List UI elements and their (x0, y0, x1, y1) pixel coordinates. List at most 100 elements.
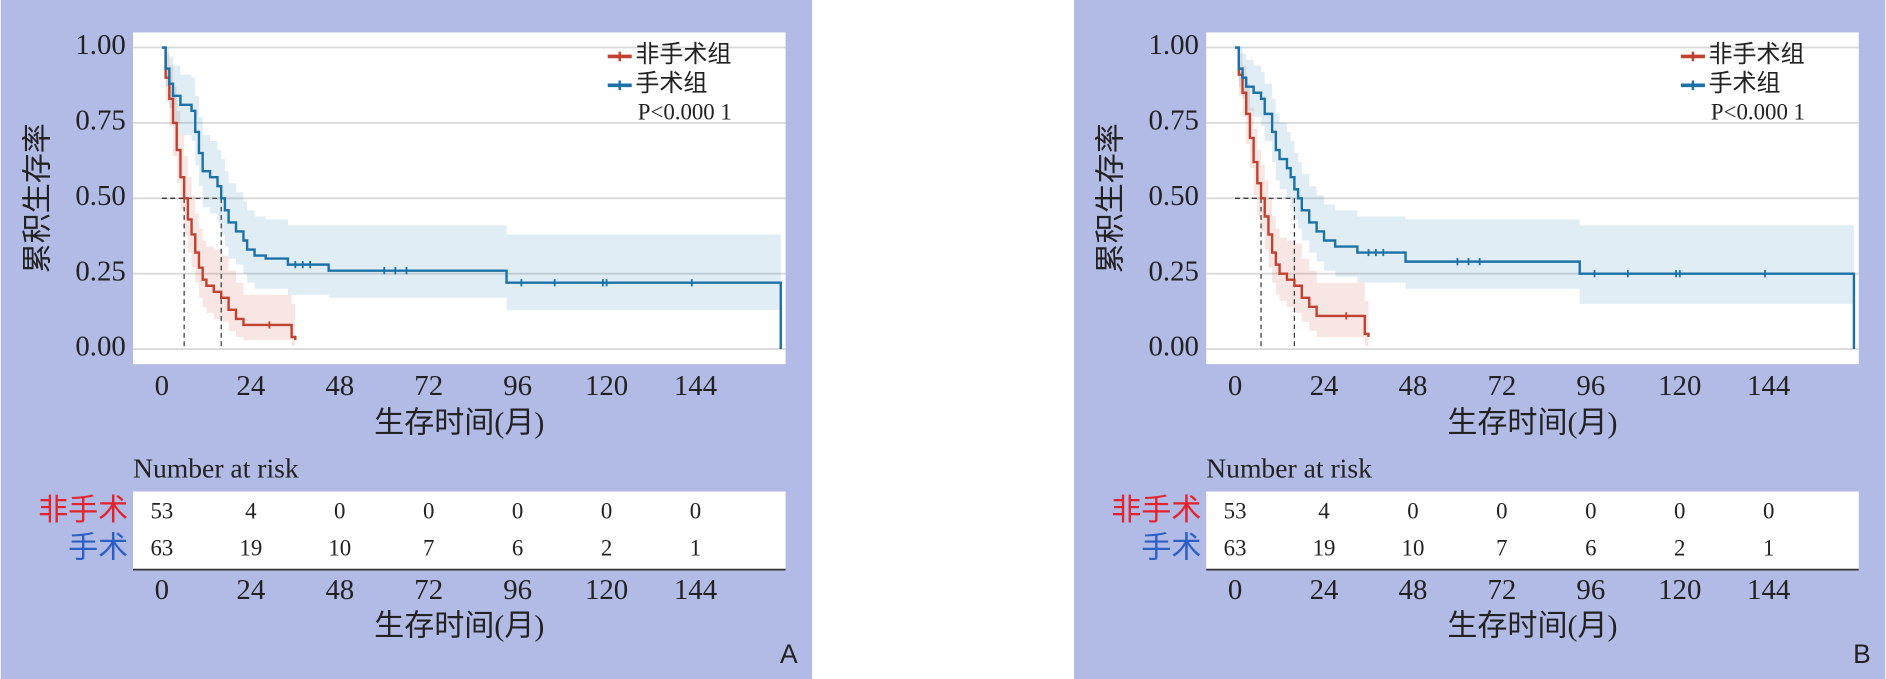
censor-mark (291, 261, 299, 269)
censor-mark (402, 267, 411, 275)
y-tick-label: 1.00 (75, 29, 125, 61)
x-tick-label: 144 (1747, 370, 1790, 402)
y-axis-label: 累积生存率 (21, 123, 54, 273)
x-tick-label: 72 (414, 370, 443, 402)
y-tick-label: 0.50 (1149, 180, 1199, 212)
survival-curve (161, 46, 297, 341)
censor-mark (1453, 258, 1462, 266)
censor-mark (1379, 248, 1387, 257)
censor-mark (1761, 270, 1769, 278)
risk-count: 63 (150, 536, 173, 561)
risk-count: 0 (601, 498, 612, 523)
y-axis-label: 累积生存率 (1095, 123, 1128, 273)
censor-mark (380, 267, 388, 275)
risk-x-tick-label: 24 (1310, 574, 1339, 606)
risk-x-tick-label: 144 (674, 574, 717, 606)
risk-count: 10 (1402, 536, 1425, 561)
confidence-band (1235, 47, 1854, 304)
risk-count: 0 (690, 498, 701, 523)
risk-table-area (1206, 491, 1859, 570)
y-tick-label: 0.00 (75, 331, 125, 363)
risk-count: 6 (1585, 536, 1596, 561)
censor-mark (306, 261, 314, 269)
y-tick-label: 1.00 (1149, 29, 1199, 61)
y-tick-label: 0.25 (75, 255, 125, 287)
censor-mark (1364, 248, 1373, 257)
panel-label: A (780, 639, 798, 669)
risk-group-label: 手术 (68, 531, 128, 564)
x-tick-label: 48 (325, 370, 354, 402)
panel-label: B (1853, 639, 1871, 669)
legend-label: 非手术组 (1709, 41, 1805, 68)
x-tick-label: 24 (1310, 370, 1339, 402)
risk-count: 0 (334, 498, 345, 523)
risk-count: 0 (1496, 498, 1507, 523)
risk-group-label: 手术 (1141, 531, 1201, 564)
censor-mark (602, 279, 611, 287)
censor-mark (391, 267, 399, 275)
x-tick-label: 96 (1576, 370, 1605, 402)
censor-mark (1342, 312, 1350, 320)
confidence-band (161, 47, 781, 310)
risk-x-tick-label: 0 (155, 574, 169, 606)
risk-group-label: 非手术 (1111, 494, 1201, 527)
risk-count: 63 (1224, 536, 1247, 561)
risk-count: 2 (601, 536, 612, 561)
censor-mark (1372, 248, 1380, 257)
censor-mark (688, 279, 696, 287)
censor-mark (299, 261, 307, 269)
x-tick-label: 0 (1228, 370, 1242, 402)
risk-x-tick-label: 48 (325, 574, 354, 606)
x-tick-label: 48 (1399, 370, 1428, 402)
risk-count: 0 (1674, 498, 1685, 523)
x-tick-label: 144 (674, 370, 717, 402)
censor-mark (1590, 270, 1599, 278)
censor-mark (1476, 258, 1484, 266)
y-tick-label: 0.75 (1149, 105, 1199, 137)
risk-count: 6 (512, 536, 523, 561)
risk-x-tick-label: 120 (585, 574, 628, 606)
annotation: P<0.000 1 (638, 99, 732, 124)
x-tick-label: 0 (155, 370, 169, 402)
risk-x-axis-label: 生存时间(月) (374, 609, 544, 642)
risk-count: 19 (1313, 536, 1336, 561)
risk-count: 53 (1224, 498, 1247, 523)
risk-x-axis-label: 生存时间(月) (1447, 609, 1617, 642)
y-tick-label: 0.25 (1149, 255, 1199, 287)
risk-x-tick-label: 72 (1487, 574, 1516, 606)
risk-count: 2 (1674, 536, 1685, 561)
censor-mark (1464, 258, 1473, 266)
legend-label: 手术组 (635, 70, 707, 97)
risk-count: 10 (328, 536, 351, 561)
censor-mark (551, 279, 559, 287)
risk-x-tick-label: 120 (1658, 574, 1701, 606)
risk-x-tick-label: 0 (1228, 574, 1242, 606)
risk-x-tick-label: 72 (414, 574, 443, 606)
survival-curve (1235, 46, 1370, 337)
risk-x-tick-label: 24 (236, 574, 265, 606)
censor-mark (1676, 270, 1684, 278)
survival-curve (161, 46, 782, 350)
x-axis-label: 生存时间(月) (374, 406, 544, 439)
x-tick-label: 120 (1658, 370, 1701, 402)
risk-count: 4 (245, 498, 257, 523)
x-tick-label: 24 (236, 370, 265, 402)
risk-count: 19 (239, 536, 262, 561)
risk-table-title: Number at risk (133, 452, 299, 483)
risk-count: 0 (1585, 498, 1596, 523)
annotation: P<0.000 1 (1711, 99, 1805, 124)
risk-count: 0 (1763, 498, 1774, 523)
risk-count: 0 (1407, 498, 1418, 523)
risk-count: 4 (1318, 498, 1330, 523)
y-tick-label: 0.00 (1149, 331, 1199, 363)
legend-label: 手术组 (1709, 70, 1781, 97)
risk-x-tick-label: 96 (1576, 574, 1605, 606)
risk-x-tick-label: 144 (1747, 574, 1790, 606)
risk-group-label: 非手术 (38, 494, 128, 527)
risk-count: 1 (1763, 536, 1774, 561)
risk-x-tick-label: 96 (503, 574, 532, 606)
survival-curve (1235, 46, 1856, 350)
x-tick-label: 120 (585, 370, 628, 402)
risk-count: 7 (423, 536, 434, 561)
